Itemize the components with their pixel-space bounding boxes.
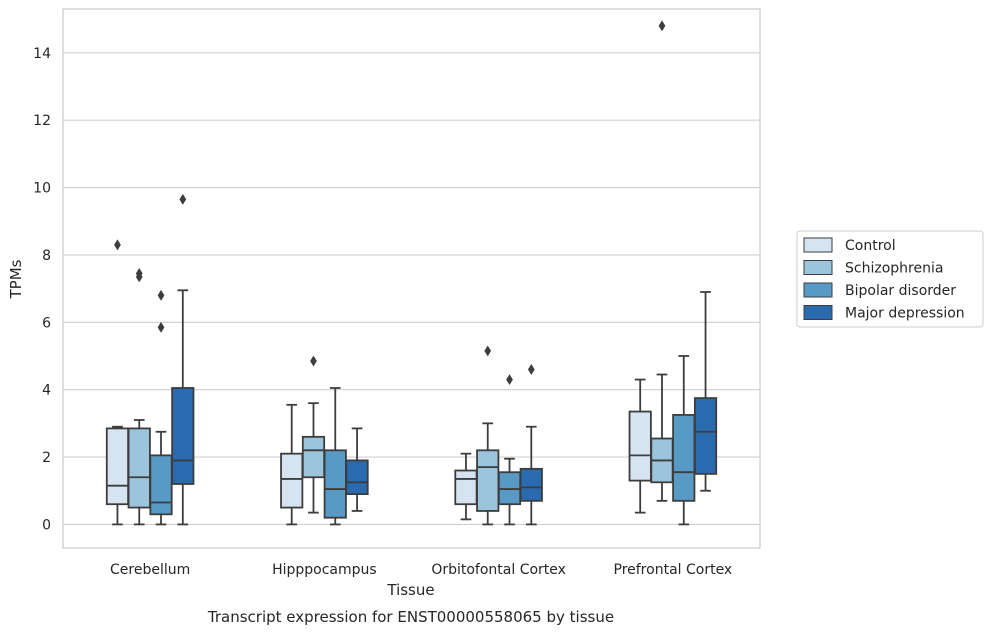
outlier-point bbox=[506, 374, 513, 386]
box-control bbox=[105, 239, 130, 526]
legend-swatch bbox=[803, 260, 833, 275]
outlier-point bbox=[658, 20, 666, 32]
y-tick-label: 6 bbox=[42, 315, 51, 331]
x-tick-label: Prefrontal Cortex bbox=[614, 562, 733, 578]
y-tick-label: 10 bbox=[33, 181, 51, 197]
legend-label: Bipolar disorder bbox=[845, 283, 956, 299]
outlier-point bbox=[179, 193, 187, 205]
y-tick-label: 0 bbox=[42, 517, 51, 533]
legend-frame bbox=[796, 230, 984, 328]
chart-caption: Transcript expression for ENST0000055806… bbox=[207, 608, 614, 626]
x-tick-labels: Cerebellum Hipppocampus Orbitofontal Corte… bbox=[110, 562, 732, 578]
y-tick-label: 4 bbox=[42, 383, 51, 399]
box-major-depression bbox=[693, 291, 718, 492]
box-iqr bbox=[301, 435, 326, 479]
box-iqr bbox=[693, 397, 718, 475]
x-axis-label: Tissue bbox=[386, 581, 434, 599]
box-iqr bbox=[672, 414, 696, 502]
box-iqr bbox=[628, 410, 652, 482]
x-tick-label: Hipppocampus bbox=[272, 562, 377, 578]
plot-frame bbox=[62, 8, 761, 549]
legend-label: Schizophrenia bbox=[845, 261, 943, 277]
box-major-depression bbox=[171, 193, 195, 526]
y-tick-label: 2 bbox=[42, 450, 51, 466]
legend-swatch bbox=[803, 237, 833, 253]
box-bipolar-disorder bbox=[323, 387, 347, 526]
y-tick-labels: 0 2 4 6 8 10 12 14 bbox=[33, 46, 51, 534]
box-iqr bbox=[127, 427, 151, 509]
legend: Control Schizophrenia Bipolar disorder Majo… bbox=[796, 230, 984, 328]
outlier-point bbox=[310, 355, 317, 367]
box-iqr bbox=[105, 427, 130, 506]
outlier-point bbox=[484, 345, 492, 357]
legend-swatch bbox=[803, 305, 833, 320]
box-iqr bbox=[476, 449, 500, 512]
box-bipolar-disorder bbox=[149, 289, 173, 526]
x-tick-label: Orbitofontal Cortex bbox=[431, 562, 566, 578]
box-groups bbox=[105, 20, 718, 526]
outlier-point bbox=[157, 289, 165, 301]
y-axis-label: TPMs bbox=[7, 259, 25, 299]
box-iqr bbox=[149, 454, 173, 516]
x-tick-label: Cerebellum bbox=[110, 562, 190, 578]
y-tick-label: 8 bbox=[42, 248, 51, 264]
box-iqr bbox=[454, 469, 478, 506]
box-major-depression bbox=[519, 363, 543, 526]
box-iqr bbox=[519, 467, 543, 502]
box-control bbox=[628, 378, 652, 514]
box-iqr bbox=[280, 452, 304, 509]
box-iqr bbox=[345, 459, 369, 496]
box-iqr bbox=[171, 387, 195, 485]
y-tick-label: 14 bbox=[33, 46, 51, 62]
legend-label: Major depression bbox=[845, 306, 965, 322]
legend-label: Control bbox=[845, 238, 896, 254]
box-major-depression bbox=[345, 427, 369, 512]
outlier-point bbox=[527, 363, 535, 375]
outlier-point bbox=[135, 267, 143, 279]
outlier-point bbox=[157, 321, 165, 333]
y-tick-label: 12 bbox=[33, 113, 51, 129]
legend-swatch bbox=[803, 282, 833, 298]
outlier-point bbox=[114, 239, 121, 251]
box-schizophrenia bbox=[650, 20, 674, 502]
box-iqr bbox=[323, 449, 347, 519]
box-control bbox=[280, 403, 304, 526]
